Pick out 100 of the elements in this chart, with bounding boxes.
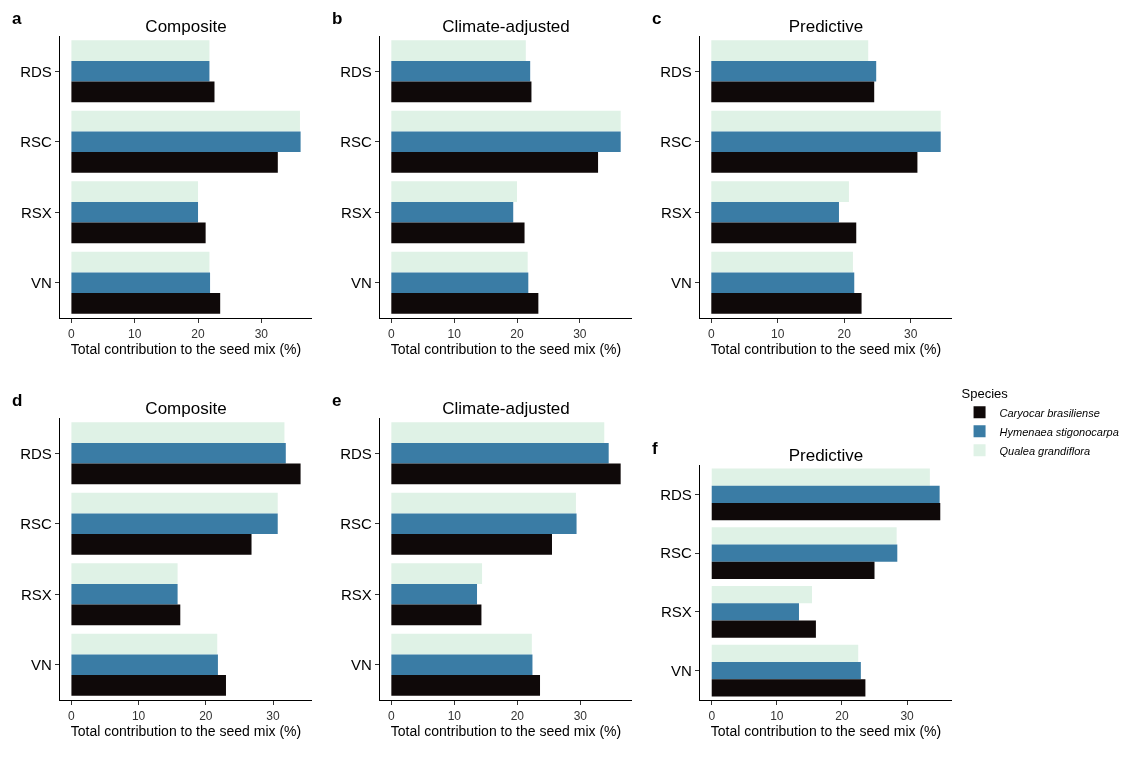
chart-title: Climate-adjusted: [442, 17, 570, 36]
bar: [391, 222, 525, 244]
bar: [391, 633, 532, 655]
bar: [711, 293, 862, 314]
chart-title: Composite: [145, 17, 227, 36]
bar: [391, 463, 621, 485]
x-axis-title: Total contribution to the seed mix (%): [70, 340, 302, 357]
bar: [391, 201, 514, 223]
bar: [711, 502, 941, 521]
chart-title: Predictive: [788, 445, 864, 465]
x-tick-label: 30: [266, 708, 281, 723]
y-tick-label: VN: [30, 656, 52, 673]
x-tick-label: 10: [128, 326, 142, 341]
bar: [711, 152, 918, 173]
bar: [71, 131, 301, 153]
bar: [711, 40, 869, 61]
bar: [71, 272, 211, 294]
bar: [711, 561, 875, 579]
bar: [711, 181, 849, 202]
bar: [391, 251, 528, 273]
x-axis-title: Total contribution to the seed mix (%): [390, 722, 622, 739]
bar: [391, 110, 621, 132]
y-tick-label: VN: [30, 274, 52, 291]
x-tick-label: 20: [191, 326, 206, 341]
y-tick-label: RSC: [340, 133, 372, 150]
bar: [711, 60, 877, 82]
bar: [391, 131, 621, 153]
bar: [71, 633, 218, 655]
bar: [711, 679, 866, 697]
bar: [711, 585, 812, 604]
y-tick-label: VN: [670, 274, 692, 291]
bar: [71, 110, 300, 132]
bar: [711, 131, 941, 153]
bar: [71, 654, 218, 676]
bar: [391, 60, 531, 82]
bar: [391, 181, 517, 202]
bar: [711, 620, 816, 638]
bar: [711, 544, 898, 562]
bar: [71, 534, 252, 555]
bar: [711, 661, 861, 680]
y-tick-label: RDS: [20, 444, 52, 462]
bar: [71, 40, 210, 61]
text: b: [332, 9, 343, 28]
y-tick-label: RSC: [20, 133, 52, 150]
x-tick-label: 30: [254, 326, 269, 341]
text: c: [652, 9, 662, 28]
x-tick-label: 20: [835, 708, 849, 723]
y-tick-label: RSC: [20, 515, 52, 532]
x-tick-label: 20: [837, 326, 852, 341]
bar: [71, 583, 178, 605]
bar: [391, 81, 532, 103]
bar: [71, 60, 210, 82]
bar: [71, 181, 199, 202]
bar: [711, 272, 855, 294]
x-tick-label: 10: [770, 708, 784, 723]
y-tick-label: RDS: [20, 62, 52, 80]
legend-label: Caryocar brasiliense: [999, 406, 1100, 419]
y-tick-label: RSC: [340, 515, 372, 532]
x-tick-label: 10: [447, 708, 462, 723]
bar: [391, 675, 541, 696]
y-tick-label: RDS: [660, 62, 692, 80]
text: e: [332, 391, 342, 410]
bar: [71, 152, 278, 173]
bar: [71, 201, 199, 223]
x-tick-label: 10: [447, 326, 462, 341]
bar: [391, 563, 483, 584]
y-tick-label: RSC: [660, 544, 692, 562]
y-tick-label: VN: [670, 661, 692, 679]
text: a: [12, 9, 22, 28]
y-tick-label: RDS: [660, 485, 692, 503]
x-tick-label: 30: [573, 326, 587, 341]
y-tick-label: RSX: [340, 585, 372, 603]
y-tick-label: RDS: [340, 62, 372, 80]
x-tick-label: 20: [510, 326, 524, 341]
bar: [71, 675, 226, 696]
bar: [391, 442, 609, 464]
bar: [391, 654, 533, 676]
bar: [71, 222, 206, 244]
bar: [711, 222, 857, 244]
bar: [711, 81, 875, 103]
x-tick-label: 0: [68, 708, 76, 723]
x-axis-title: Total contribution to the seed mix (%): [710, 340, 942, 357]
bar: [391, 583, 478, 605]
bar: [711, 251, 853, 273]
x-tick-label: 0: [388, 708, 395, 723]
bar: [71, 513, 278, 535]
bar: [71, 563, 178, 584]
x-tick-label: 20: [510, 708, 525, 723]
bar: [391, 152, 599, 173]
chart-title: Predictive: [788, 17, 864, 36]
bar: [71, 293, 221, 314]
bar: [391, 513, 577, 535]
y-tick-label: RSX: [20, 585, 52, 603]
legend-label: Qualea grandiflora: [999, 444, 1091, 457]
x-axis-title: Total contribution to the seed mix (%): [710, 722, 942, 739]
y-tick-label: RSX: [340, 203, 372, 221]
x-tick-label: 0: [387, 326, 395, 341]
bar: [391, 492, 576, 514]
bar: [711, 603, 799, 621]
x-axis-title: Total contribution to the seed mix (%): [70, 722, 302, 739]
